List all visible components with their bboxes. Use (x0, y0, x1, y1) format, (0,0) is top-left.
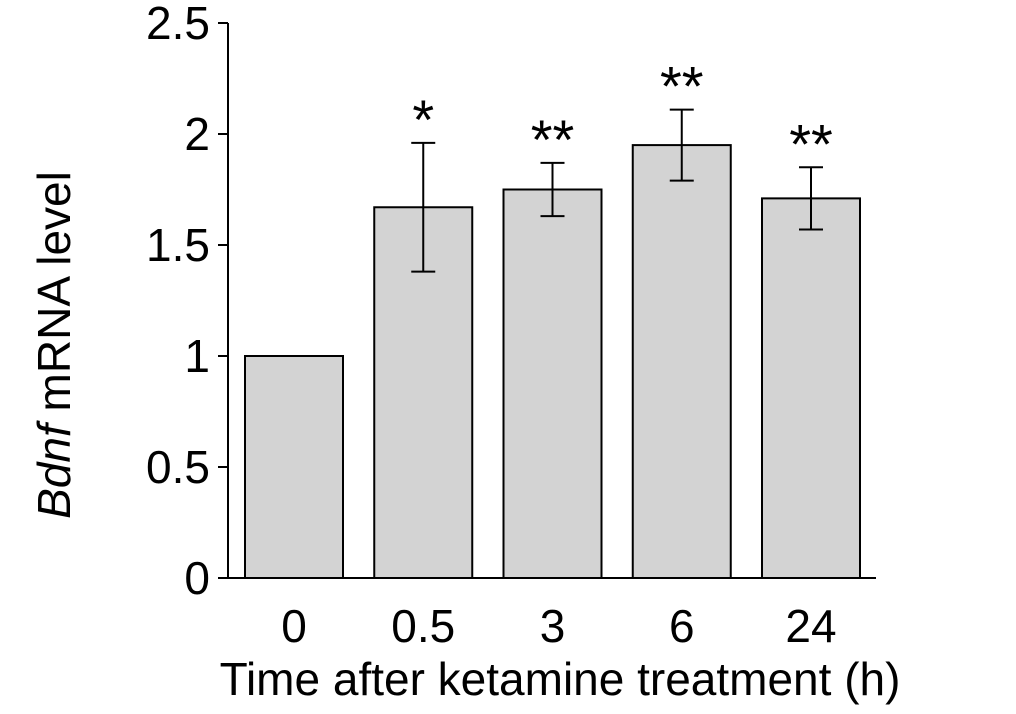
x-tick-label: 24 (785, 600, 836, 652)
significance-marker: * (412, 88, 434, 151)
error-bar (799, 166, 823, 231)
significance-marker: ** (660, 55, 704, 118)
bars: * ****** (244, 55, 861, 579)
y-axis-title-italic: Bdnf (28, 420, 80, 519)
error-bar (669, 108, 694, 182)
y-tick-label: 2 (184, 108, 210, 160)
y-tick-label: 1 (184, 330, 210, 382)
error-bar (411, 141, 436, 273)
bar (761, 197, 861, 579)
x-ticks: 0 0.5 3 6 24 (281, 600, 836, 652)
significance-marker: ** (531, 108, 575, 171)
bar (502, 188, 603, 579)
y-axis-title-rest: mRNA level (28, 171, 80, 424)
y-tick-label: 2.5 (146, 0, 210, 49)
significance-marker: ** (789, 112, 833, 175)
y-ticks: 0 0.5 1 1.5 2 2.5 (146, 0, 228, 604)
x-tick-label: 6 (669, 600, 695, 652)
x-axis-title: Time after ketamine treatment (h) (220, 653, 901, 705)
x-tick-label: 3 (540, 600, 566, 652)
y-axis-title: Bdnf mRNA level (28, 171, 80, 519)
x-tick-label: 0.5 (391, 600, 455, 652)
x-tick-label: 0 (281, 600, 307, 652)
y-tick-label: 0 (184, 552, 210, 604)
bar (631, 144, 732, 579)
y-tick-label: 0.5 (146, 441, 210, 493)
bar (244, 355, 344, 579)
y-tick-label: 1.5 (146, 219, 210, 271)
error-bar (540, 161, 565, 218)
